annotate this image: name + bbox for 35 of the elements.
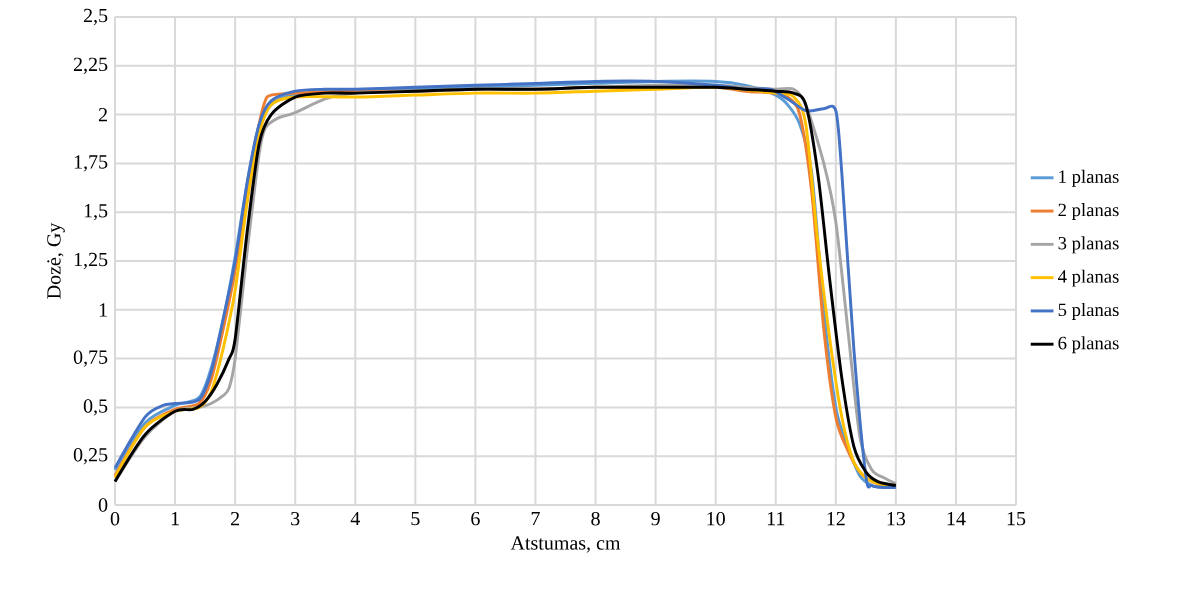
y-tick-label: 2,25	[73, 57, 108, 74]
x-tick-label: 7	[531, 511, 540, 526]
y-tick-label: 1,75	[74, 155, 108, 172]
y-tick-label: 1	[99, 303, 107, 317]
x-tick-label: 0	[110, 511, 120, 526]
x-tick-label: 2	[231, 511, 240, 526]
legend-label: 3 planas	[1058, 236, 1119, 254]
x-tick-label: 1	[171, 511, 179, 526]
x-tick-label: 5	[411, 511, 420, 526]
y-tick-label: 2,5	[83, 8, 108, 26]
x-tick-label: 15	[1007, 511, 1026, 526]
x-tick-label: 8	[591, 511, 600, 526]
legend-label: 5 planas	[1058, 302, 1119, 320]
x-tick-label: 6	[471, 511, 480, 526]
x-tick-label: 14	[947, 511, 966, 526]
x-tick-label: 4	[350, 511, 360, 526]
y-tick-label: 0	[98, 498, 108, 512]
x-tick-label: 13	[887, 511, 906, 526]
legend-label: 1 planas	[1059, 169, 1119, 187]
y-tick-label: 0,75	[73, 350, 108, 367]
y-tick-label: 0,5	[83, 399, 108, 416]
x-tick-label: 3	[291, 511, 300, 526]
x-tick-label: 11	[767, 511, 785, 526]
y-tick-label: 1,5	[84, 204, 108, 221]
y-tick-label: 2	[98, 107, 107, 122]
x-tick-label: 10	[707, 511, 725, 526]
y-tick-label: 0,25	[73, 448, 108, 465]
legend-label: 4 planas	[1058, 269, 1119, 287]
y-tick-label: 1,25	[74, 252, 108, 270]
x-axis-title: Atstumas, cm	[510, 536, 621, 553]
x-tick-label: 12	[827, 511, 845, 526]
legend-label: 6 planas	[1058, 336, 1119, 354]
x-tick-label: 9	[651, 511, 660, 526]
y-axis-title: Dozė, Gy	[47, 222, 65, 299]
legend-label: 2 planas	[1058, 203, 1119, 221]
